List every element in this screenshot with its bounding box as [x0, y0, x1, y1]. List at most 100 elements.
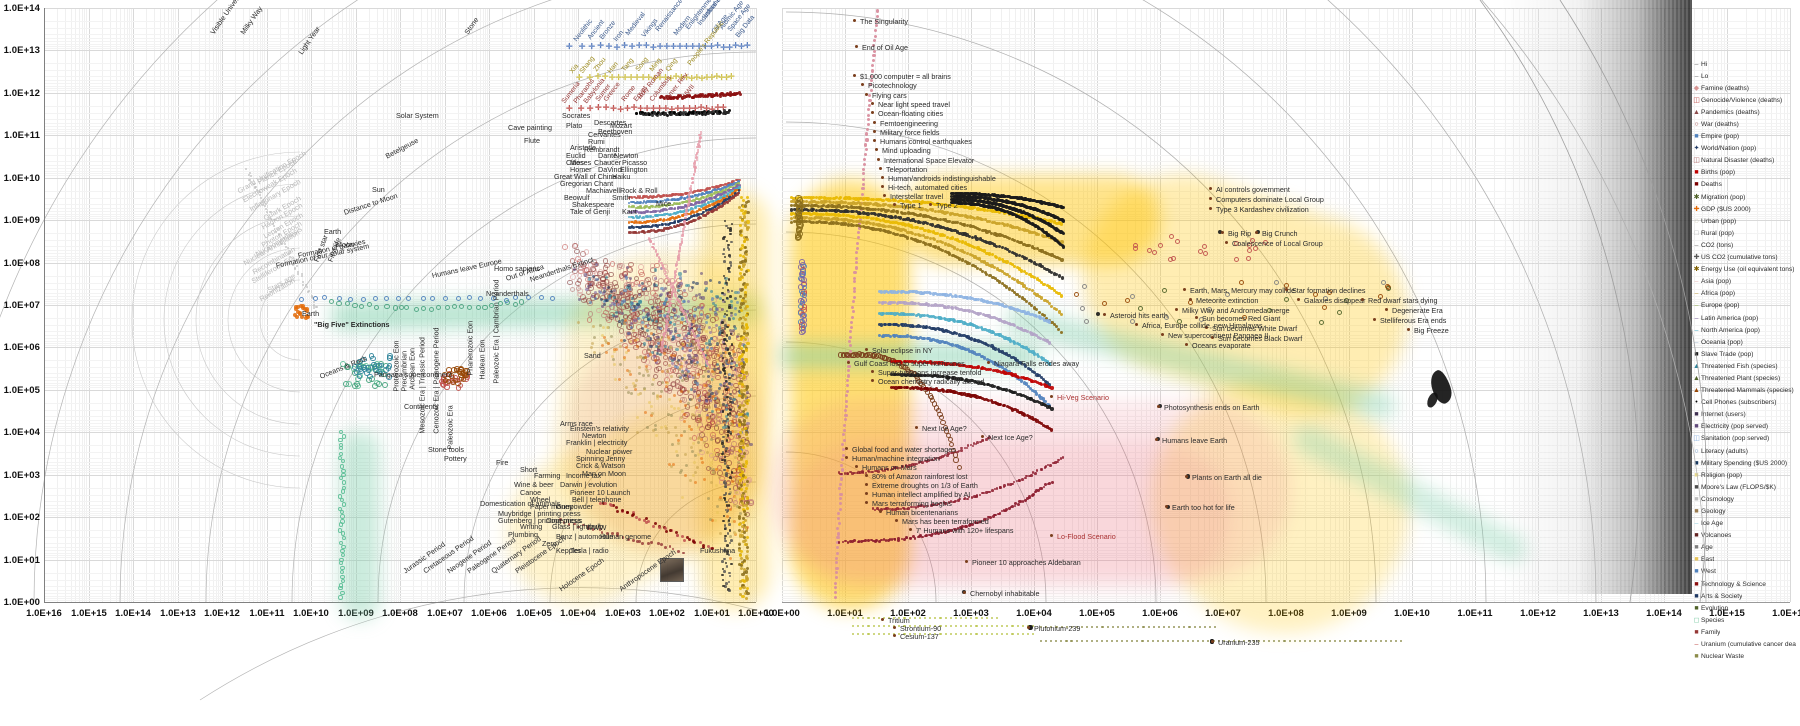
- left-x-tick-label: 1.0E+12: [204, 608, 240, 619]
- legend-item[interactable]: ■ Technology & Science: [1692, 578, 1796, 590]
- legend-marker-icon: ■: [1694, 532, 1699, 540]
- legend-item[interactable]: ■ Geology: [1692, 505, 1796, 517]
- left-y-tick-label: 1.0E+01: [3, 555, 40, 566]
- legend-item[interactable]: – Europe (pop): [1692, 300, 1796, 312]
- legend-item[interactable]: ✱ Migration (pop): [1692, 191, 1796, 203]
- legend-item[interactable]: ◫ Sanitation (pop served): [1692, 433, 1796, 445]
- legend-item[interactable]: ■ Religion (pop): [1692, 469, 1796, 481]
- legend-item[interactable]: ■ West: [1692, 566, 1796, 578]
- legend-item[interactable]: – Lo: [1692, 70, 1796, 82]
- era-marker: ✛: [617, 104, 624, 114]
- legend-item-label: World/Nation (pop): [1701, 145, 1757, 153]
- legend-item[interactable]: ■ East: [1692, 554, 1796, 566]
- legend-item[interactable]: – North America (pop): [1692, 324, 1796, 336]
- left-y-tick-label: 1.0E+11: [4, 130, 40, 141]
- left-x-axis: [44, 602, 756, 604]
- right-x-tick-label: 1.0E+15: [1709, 608, 1745, 619]
- legend-marker-icon: –: [1694, 302, 1699, 310]
- left-y-tick-label: 1.0E+14: [3, 3, 40, 14]
- legend-item[interactable]: ▲ Threatened Plant (species): [1692, 372, 1796, 384]
- legend-item[interactable]: ▲ Pandemics (deaths): [1692, 106, 1796, 118]
- legend-item[interactable]: ■ Electricity (pop served): [1692, 421, 1796, 433]
- era-marker: ✛: [728, 72, 735, 82]
- legend-item[interactable]: – CO2 (tons): [1692, 239, 1796, 251]
- legend-marker-icon: ■: [1694, 580, 1699, 588]
- legend-item[interactable]: –Uranium (cumulative cancer deaths): [1692, 639, 1796, 651]
- legend-item[interactable]: ▲ Threatened Mammals (species): [1692, 385, 1796, 397]
- legend-item[interactable]: ✚ US CO2 (cumulative tons): [1692, 252, 1796, 264]
- legend-item-label: Uranium (cumulative cancer deaths): [1701, 641, 1796, 649]
- left-y-tick-label: 1.0E+09: [3, 215, 40, 226]
- legend-item-label: Pandemics (deaths): [1701, 108, 1760, 116]
- era-marker: ✛: [602, 103, 610, 113]
- legend-item[interactable]: ■ Arts & Society: [1692, 590, 1796, 602]
- legend-item[interactable]: ■ Cosmology: [1692, 493, 1796, 505]
- legend-item[interactable]: ✚ GDP ($US 2000): [1692, 203, 1796, 215]
- legend-item[interactable]: ■ Military Spending ($US 2000): [1692, 457, 1796, 469]
- legend-marker-icon: ○: [1694, 121, 1699, 129]
- right-x-tick-label: 1.0E+08: [1268, 608, 1304, 619]
- legend-item[interactable]: • Cell Phones (subscribers): [1692, 397, 1796, 409]
- left-y-tick-label: 1.0E+00: [3, 597, 40, 608]
- legend-item[interactable]: – Latin America (pop): [1692, 312, 1796, 324]
- left-x-tick-label: 1.0E+02: [649, 608, 685, 619]
- legend-item[interactable]: ■ Age: [1692, 542, 1796, 554]
- legend-item[interactable]: ■ Empire (pop): [1692, 131, 1796, 143]
- legend-item[interactable]: – Africa (pop): [1692, 288, 1796, 300]
- legend-item[interactable]: ■ Deaths: [1692, 179, 1796, 191]
- legend-item-label: Energy Use (oil equivalent tons): [1701, 266, 1795, 274]
- legend-marker-icon: ✚: [1693, 205, 1700, 213]
- legend-item-label: Latin America (pop): [1701, 314, 1759, 322]
- era-marker: ✛: [720, 103, 727, 113]
- legend-item-label: Threatened Plant (species): [1701, 374, 1781, 382]
- left-y-tick-label: 1.0E+12: [3, 88, 40, 99]
- legend-item[interactable]: – Ice Age: [1692, 518, 1796, 530]
- legend-item[interactable]: ✦ World/Nation (pop): [1692, 143, 1796, 155]
- legend-marker-icon: ▲: [1693, 374, 1700, 382]
- era-marker: ✛: [621, 41, 628, 51]
- left-y-tick-label: 1.0E+06: [3, 342, 40, 353]
- legend-item-label: Electricity (pop served): [1701, 423, 1769, 431]
- left-y-axis: [44, 8, 46, 602]
- legend-item[interactable]: – Asia (pop): [1692, 276, 1796, 288]
- legend-marker-icon: •: [1695, 399, 1698, 407]
- legend-item[interactable]: ■ Slave Trade (pop): [1692, 348, 1796, 360]
- era-marker: ✛: [595, 103, 602, 113]
- legend-marker-icon: ■: [1694, 459, 1699, 467]
- legend-item-label: North America (pop): [1701, 326, 1760, 334]
- legend-item[interactable]: ■ Nuclear Waste: [1692, 651, 1796, 663]
- legend-marker-icon: –: [1694, 641, 1699, 649]
- legend-item-label: Technology & Science: [1701, 580, 1766, 588]
- legend-marker-icon: ▲: [1693, 108, 1700, 116]
- legend-item[interactable]: ■ Internet (users): [1692, 409, 1796, 421]
- legend-item[interactable]: ◆ Famine (deaths): [1692, 82, 1796, 94]
- left-x-tick-label: 1.0E+01: [694, 608, 730, 619]
- legend-item[interactable]: ■ Family: [1692, 626, 1796, 638]
- legend-item[interactable]: ✱ Energy Use (oil equivalent tons): [1692, 264, 1796, 276]
- left-x-tick-label: 1.0E+14: [115, 608, 151, 619]
- legend-item[interactable]: ◫ Natural Disaster (deaths): [1692, 155, 1796, 167]
- right-x-tick-label: 1.0E+06: [1142, 608, 1178, 619]
- legend-item[interactable]: ◫ Genocide/Violence (deaths): [1692, 94, 1796, 106]
- legend-item[interactable]: ◌ Urban (pop): [1692, 215, 1796, 227]
- legend: – Hi – Lo ◆ Famine (deaths) ◫ Genocide/Violence…: [1692, 58, 1796, 663]
- legend-marker-icon: –: [1694, 290, 1699, 298]
- legend-marker-icon: –: [1694, 520, 1699, 528]
- legend-item[interactable]: ○ War (deaths): [1692, 118, 1796, 130]
- legend-item[interactable]: ▲ Threatened Fish (species): [1692, 360, 1796, 372]
- legend-item[interactable]: ■ Volcanoes: [1692, 530, 1796, 542]
- legend-item[interactable]: ■ Moore's Law (FLOPS/$K): [1692, 481, 1796, 493]
- legend-item[interactable]: – Hi: [1692, 58, 1796, 70]
- left-x-tick-label: 1.0E+16: [26, 608, 62, 619]
- era-marker: ✛: [613, 42, 621, 52]
- legend-marker-icon: –: [1694, 314, 1699, 322]
- era-marker: ✛: [566, 41, 573, 51]
- era-marker: ✛: [578, 41, 586, 51]
- legend-item[interactable]: □ Rural (pop): [1692, 227, 1796, 239]
- legend-item[interactable]: – Oceania (pop): [1692, 336, 1796, 348]
- legend-item-label: War (deaths): [1701, 121, 1739, 129]
- right-x-tick-label: 1.0E+01: [827, 608, 863, 619]
- legend-item[interactable]: ○ Literacy (adults): [1692, 445, 1796, 457]
- left-y-tick-label: 1.0E+07: [3, 300, 40, 311]
- legend-item[interactable]: ■ Births (pop): [1692, 167, 1796, 179]
